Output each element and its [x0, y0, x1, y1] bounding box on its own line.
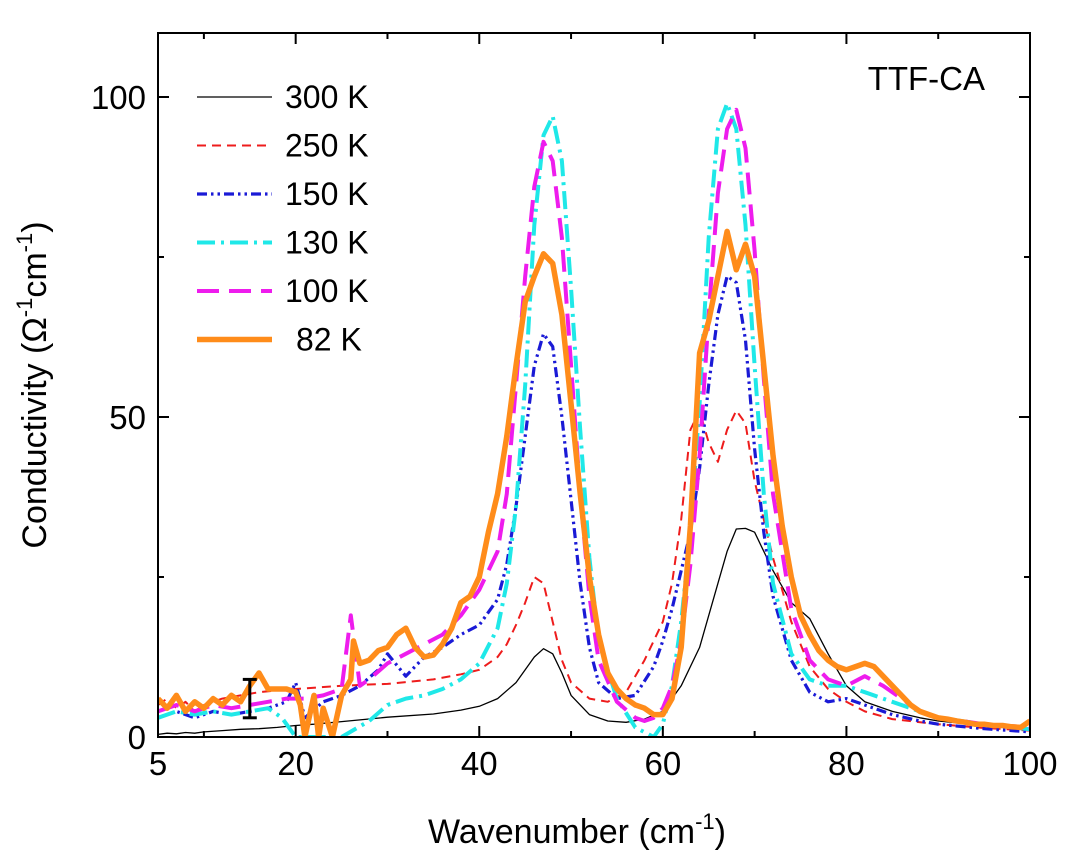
x-tick-label: 80: [828, 745, 865, 782]
y-axis-title: Conductivity (Ω-1cm-1): [12, 221, 54, 548]
legend-label: 150 K: [285, 176, 369, 212]
x-tick-label: 5: [149, 745, 167, 782]
plot-frame: [157, 32, 1031, 738]
series-layer: [158, 101, 1030, 737]
y-tick-label: 100: [91, 79, 146, 116]
x-tick-label: 100: [1002, 745, 1057, 782]
x-axis-title: Wavenumber (cm-1): [428, 809, 726, 851]
x-tick-label: 20: [277, 745, 314, 782]
x-tick-label: 40: [461, 745, 498, 782]
annotation-label: TTF-CA: [868, 60, 985, 97]
series-line-82-k: [158, 228, 1030, 737]
y-tick-label: 0: [128, 719, 146, 756]
series-line-130-k: [158, 101, 1030, 737]
y-tick-label: 50: [109, 399, 146, 436]
legend-label: 130 K: [285, 225, 369, 261]
legend: 300 K 250 K 150 K 130 K 100 K 82 K: [197, 79, 369, 358]
legend-label: 250 K: [285, 128, 369, 164]
legend-label: 300 K: [285, 79, 369, 115]
legend-label: 100 K: [285, 273, 369, 309]
error-bar: [242, 677, 257, 720]
legend-label: 82 K: [296, 322, 362, 358]
series-line-300-k: [158, 527, 1030, 736]
x-tick-label: 60: [644, 745, 681, 782]
tick-layer: 5 20 40 60 80 100 0 50 100: [91, 33, 1058, 782]
